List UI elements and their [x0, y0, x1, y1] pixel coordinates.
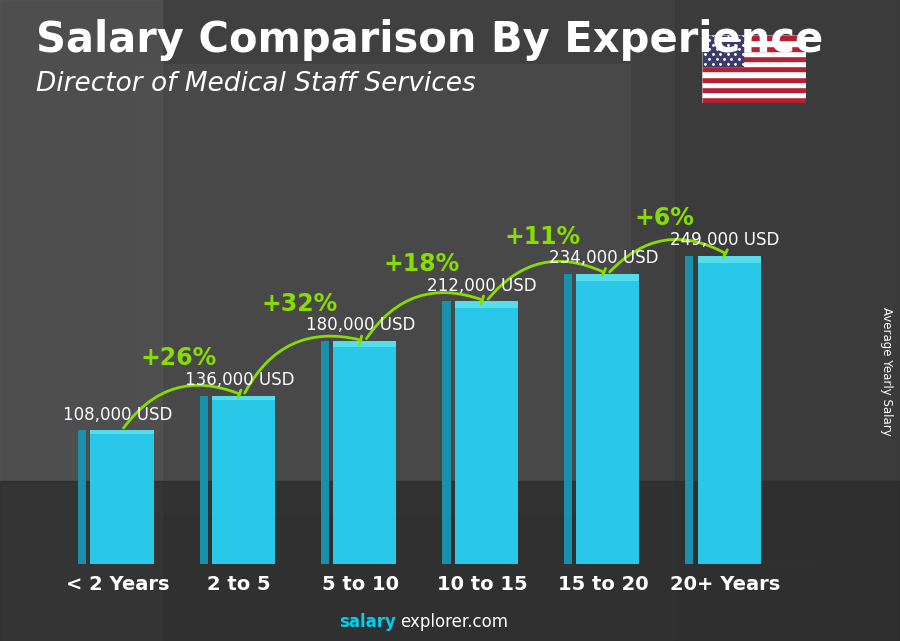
Bar — [90, 430, 154, 564]
Bar — [702, 46, 806, 51]
Text: Director of Medical Staff Services: Director of Medical Staff Services — [36, 71, 476, 97]
Text: Salary Comparison By Experience: Salary Comparison By Experience — [36, 19, 824, 62]
Text: 180,000 USD: 180,000 USD — [306, 316, 416, 335]
Bar — [0, 481, 900, 641]
Bar — [702, 66, 806, 72]
Bar — [698, 256, 760, 564]
Text: Average Yearly Salary: Average Yearly Salary — [880, 308, 893, 436]
Bar — [702, 61, 806, 66]
Text: +18%: +18% — [383, 252, 460, 276]
Bar — [702, 40, 806, 46]
Bar — [702, 72, 806, 77]
Bar — [200, 395, 208, 564]
Bar — [702, 51, 806, 56]
Bar — [78, 430, 86, 564]
Bar — [321, 341, 329, 564]
Bar — [454, 301, 518, 308]
Bar — [333, 341, 396, 564]
Bar — [685, 256, 693, 564]
Bar — [702, 97, 806, 103]
Bar — [702, 87, 806, 92]
Bar — [675, 0, 900, 641]
Bar — [212, 395, 275, 400]
Text: 234,000 USD: 234,000 USD — [549, 249, 658, 267]
Text: 212,000 USD: 212,000 USD — [428, 277, 537, 295]
Text: +11%: +11% — [505, 225, 580, 249]
Bar — [702, 92, 806, 97]
Text: 108,000 USD: 108,000 USD — [63, 406, 173, 424]
Bar — [443, 301, 451, 564]
Text: +26%: +26% — [140, 346, 217, 370]
Text: 249,000 USD: 249,000 USD — [670, 231, 779, 249]
Bar — [702, 35, 806, 40]
Text: +6%: +6% — [634, 206, 694, 230]
Bar — [454, 301, 518, 564]
Text: salary: salary — [339, 613, 396, 631]
Bar — [90, 430, 154, 433]
Bar — [576, 274, 639, 281]
Bar — [698, 256, 760, 263]
Bar — [702, 56, 806, 61]
Bar — [212, 395, 275, 564]
Bar — [333, 341, 396, 347]
Bar — [0, 0, 162, 641]
Bar — [702, 82, 806, 87]
Bar — [563, 274, 572, 564]
Text: explorer.com: explorer.com — [400, 613, 508, 631]
Bar — [135, 64, 630, 513]
Text: 136,000 USD: 136,000 USD — [184, 371, 294, 389]
Bar — [702, 35, 743, 66]
Bar — [576, 274, 639, 564]
Text: +32%: +32% — [262, 292, 338, 316]
Bar — [702, 77, 806, 82]
